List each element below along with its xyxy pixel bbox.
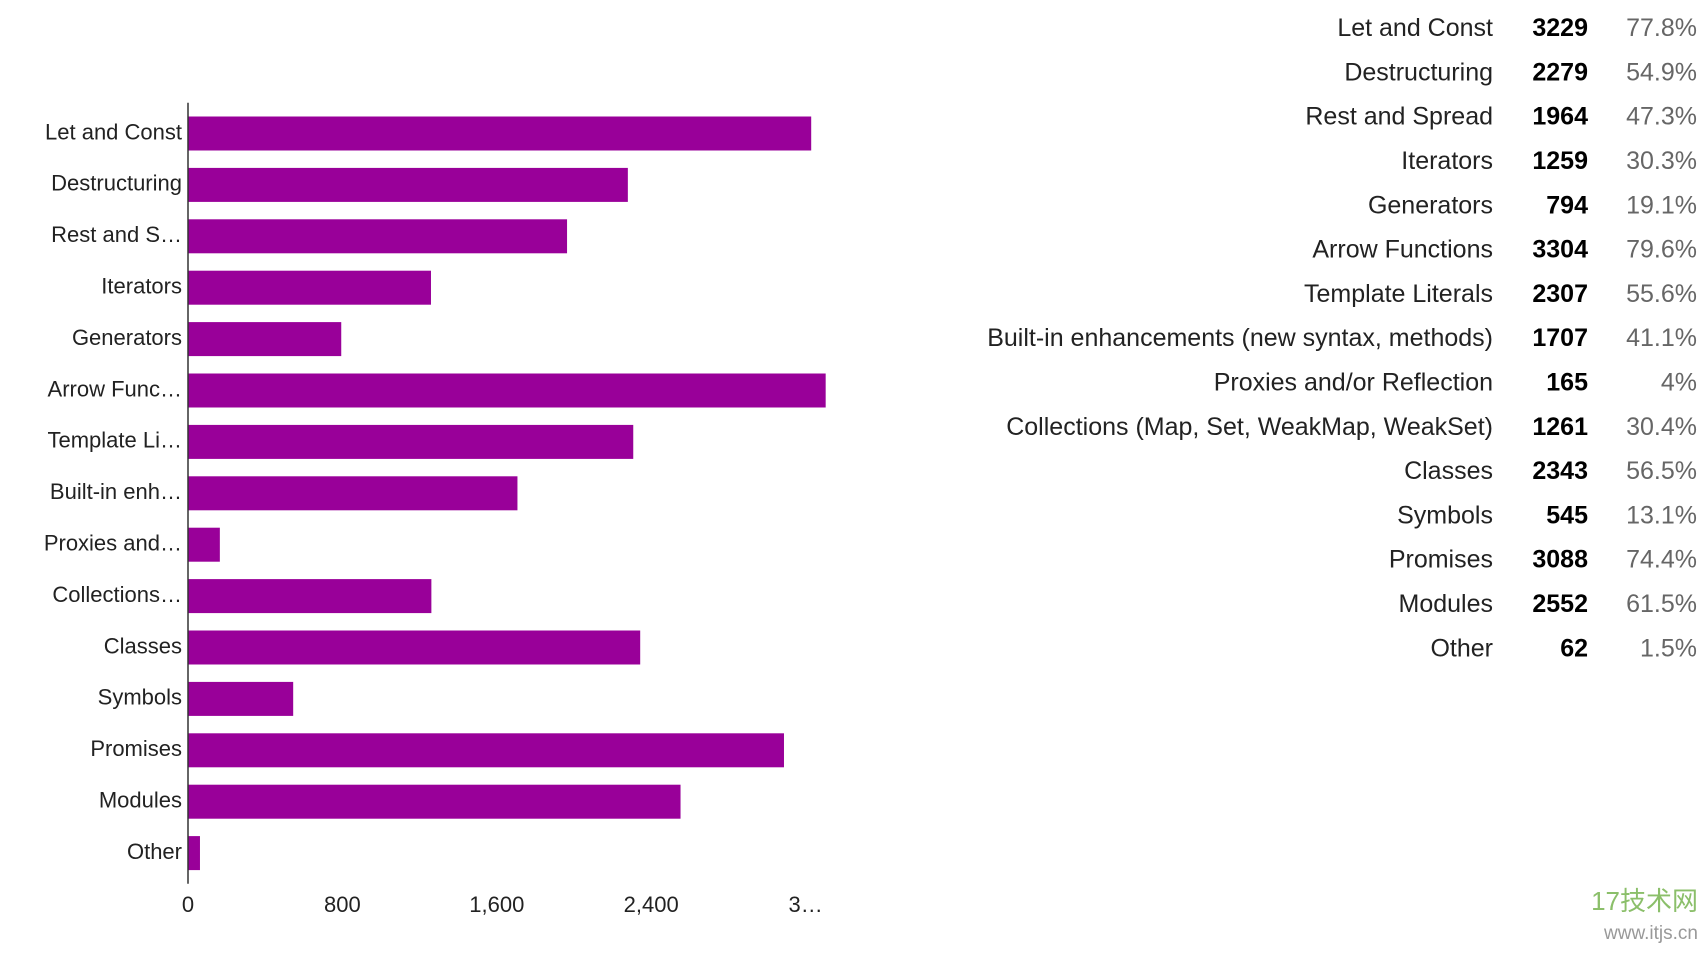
table-count: 1964 — [1532, 103, 1588, 131]
table-count: 3088 — [1532, 546, 1588, 574]
table-percent: 61.5% — [1626, 590, 1697, 618]
table-percent: 54.9% — [1626, 58, 1697, 86]
bar — [188, 476, 518, 511]
table-label: Template Literals — [1304, 280, 1493, 308]
x-tick-label: 2,400 — [624, 892, 679, 917]
table-count: 1259 — [1532, 147, 1588, 175]
bar — [188, 270, 431, 305]
bar — [188, 527, 220, 562]
bar — [188, 836, 200, 871]
table-percent: 41.1% — [1626, 324, 1697, 352]
watermark: 17技术网 www.itjs.cn — [1591, 886, 1698, 944]
y-tick-label: Rest and S… — [51, 222, 182, 247]
table-percent: 4% — [1661, 369, 1697, 397]
table-label: Rest and Spread — [1305, 103, 1493, 131]
bar — [188, 116, 812, 151]
y-tick-label: Other — [127, 839, 182, 864]
y-tick-label: Generators — [72, 325, 182, 350]
table-count: 545 — [1546, 501, 1588, 529]
table-count: 2552 — [1532, 590, 1588, 618]
table-percent: 19.1% — [1626, 191, 1697, 219]
bar — [188, 733, 784, 768]
bar — [188, 219, 568, 254]
table-label: Built-in enhancements (new syntax, metho… — [987, 324, 1493, 352]
y-tick-label: Iterators — [101, 274, 182, 299]
bar — [188, 630, 641, 665]
bar — [188, 681, 294, 716]
table-label: Let and Const — [1337, 14, 1493, 42]
table-label: Proxies and/or Reflection — [1214, 369, 1493, 397]
y-tick-label: Promises — [90, 736, 182, 761]
table-label: Other — [1430, 634, 1493, 662]
bar — [188, 784, 681, 819]
table-label: Promises — [1389, 546, 1493, 574]
table-count: 3304 — [1532, 236, 1588, 264]
x-tick-label: 0 — [182, 892, 194, 917]
table-percent: 30.4% — [1626, 413, 1697, 441]
table-count: 2343 — [1532, 457, 1588, 485]
watermark-url: www.itjs.cn — [1603, 923, 1698, 944]
y-tick-label: Collections… — [52, 582, 182, 607]
y-tick-label: Arrow Func… — [48, 376, 182, 401]
table-count: 1261 — [1532, 413, 1588, 441]
table-percent: 77.8% — [1626, 14, 1697, 42]
table-label: Arrow Functions — [1312, 236, 1493, 264]
bar — [188, 167, 628, 202]
bar — [188, 579, 432, 614]
table-count: 1707 — [1532, 324, 1588, 352]
table-label: Iterators — [1401, 147, 1493, 175]
table-percent: 56.5% — [1626, 457, 1697, 485]
x-tick-label: 3… — [788, 892, 822, 917]
bar — [188, 373, 826, 408]
x-tick-label: 800 — [324, 892, 361, 917]
table-percent: 55.6% — [1626, 280, 1697, 308]
table-label: Collections (Map, Set, WeakMap, WeakSet) — [1006, 413, 1493, 441]
y-tick-label: Template Li… — [47, 428, 182, 453]
table-count: 2307 — [1532, 280, 1588, 308]
y-tick-label: Proxies and… — [44, 531, 182, 556]
table-percent: 79.6% — [1626, 236, 1697, 264]
table-label: Destructuring — [1344, 58, 1493, 86]
table-label: Symbols — [1397, 501, 1493, 529]
table-count: 165 — [1546, 369, 1588, 397]
bar — [188, 322, 342, 357]
table-count: 2279 — [1532, 58, 1588, 86]
table-label: Generators — [1368, 191, 1493, 219]
bar — [188, 424, 634, 459]
table-percent: 30.3% — [1626, 147, 1697, 175]
table-count: 62 — [1560, 634, 1588, 662]
y-tick-label: Modules — [99, 788, 182, 813]
table-percent: 1.5% — [1640, 634, 1697, 662]
table-label: Classes — [1404, 457, 1493, 485]
y-tick-label: Destructuring — [51, 171, 182, 196]
table-percent: 74.4% — [1626, 546, 1697, 574]
table-count: 794 — [1546, 191, 1588, 219]
y-tick-label: Let and Const — [45, 119, 182, 144]
y-tick-label: Built-in enh… — [50, 479, 182, 504]
y-tick-label: Classes — [104, 633, 182, 658]
watermark-logo: 17技术网 — [1591, 886, 1698, 916]
x-tick-label: 1,600 — [469, 892, 524, 917]
table-percent: 13.1% — [1626, 501, 1697, 529]
table-label: Modules — [1399, 590, 1494, 618]
y-tick-label: Symbols — [98, 685, 182, 710]
table-count: 3229 — [1532, 14, 1588, 42]
table-percent: 47.3% — [1626, 103, 1697, 131]
